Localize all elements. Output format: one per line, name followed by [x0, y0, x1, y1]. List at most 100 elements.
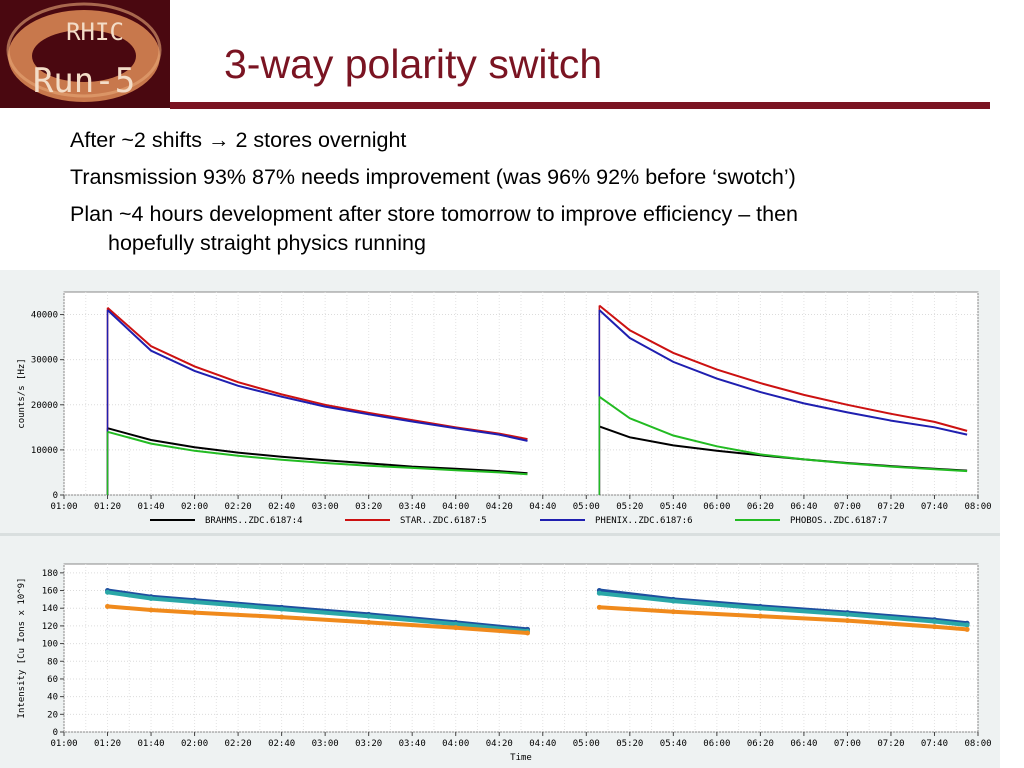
x-tick-label: 07:20	[877, 739, 904, 749]
x-tick-label: 04:20	[486, 739, 513, 749]
bullet-1-text: After ~2 shifts	[70, 128, 209, 152]
x-tick-label: 03:00	[312, 502, 339, 512]
y-tick-label: 20	[47, 710, 58, 720]
data-point	[192, 599, 198, 605]
y-tick-label: 30000	[31, 356, 58, 366]
x-tick-label: 04:00	[442, 739, 469, 749]
x-tick-label: 05:20	[616, 502, 643, 512]
y-tick-label: 40	[47, 693, 58, 703]
y-tick-label: 20000	[31, 401, 58, 411]
x-tick-label: 03:20	[355, 739, 382, 749]
x-tick-label: 02:20	[225, 502, 252, 512]
x-tick-label: 04:20	[486, 502, 513, 512]
series-trace-3-store-2	[599, 605, 968, 632]
x-tick-label: 01:40	[138, 502, 165, 512]
x-tick-label: 06:20	[747, 739, 774, 749]
data-point	[844, 611, 850, 617]
bullet-1: After ~2 shifts → 2 stores overnight	[70, 126, 990, 155]
x-tick-label: 01:00	[50, 739, 77, 749]
logo-top-text: RHIC	[66, 18, 124, 46]
bullet-3-continuation: hopefully straight physics running	[108, 231, 426, 255]
series-line-3-store-2	[598, 309, 968, 436]
x-tick-label: 02:40	[268, 502, 295, 512]
legend-label: PHOBOS..ZDC.6187:7	[790, 516, 888, 526]
bullet-3-text: Plan ~4 hours development after store to…	[70, 202, 798, 226]
rhic-run5-logo: RHIC Run-5	[0, 0, 170, 108]
x-tick-label: 03:00	[312, 739, 339, 749]
right-arrow-icon: →	[208, 128, 230, 152]
legend-label: BRAHMS..ZDC.6187:4	[205, 516, 303, 526]
x-tick-label: 06:00	[703, 739, 730, 749]
y-axis-label: counts/s [Hz]	[17, 358, 27, 428]
data-point	[596, 604, 602, 610]
x-tick-label: 05:40	[660, 502, 687, 512]
series-line-4-store-1	[107, 430, 528, 476]
x-tick-label: 03:40	[399, 739, 426, 749]
logo-bottom-text: Run-5	[33, 61, 135, 101]
x-tick-label: 04:00	[442, 502, 469, 512]
x-tick-label: 05:00	[573, 739, 600, 749]
x-tick-label: 06:40	[790, 502, 817, 512]
data-point	[105, 603, 111, 609]
x-tick-label: 05:40	[660, 739, 687, 749]
y-tick-label: 60	[47, 675, 58, 685]
bullet-2-text: Transmission 93% 87% needs improvement (…	[70, 165, 796, 189]
data-point	[105, 589, 111, 595]
data-point	[596, 590, 602, 596]
data-point	[964, 626, 970, 632]
data-point	[366, 613, 372, 619]
data-point	[525, 630, 531, 636]
x-tick-label: 07:00	[834, 739, 861, 749]
y-tick-label: 10000	[31, 446, 58, 456]
x-tick-label: 06:00	[703, 502, 730, 512]
y-tick-label: 180	[42, 569, 58, 579]
data-point	[192, 610, 198, 616]
data-point	[279, 614, 285, 620]
y-tick-label: 40000	[31, 311, 58, 321]
x-tick-label: 07:40	[921, 502, 948, 512]
data-point	[366, 619, 372, 625]
y-tick-label: 140	[42, 604, 58, 614]
y-tick-label: 0	[53, 491, 58, 501]
data-point	[964, 622, 970, 628]
data-point	[279, 606, 285, 612]
x-tick-label: 07:00	[834, 502, 861, 512]
bullet-2: Transmission 93% 87% needs improvement (…	[70, 163, 990, 192]
x-axis-label: Time	[510, 753, 532, 763]
x-tick-label: 06:40	[790, 739, 817, 749]
bullet-1-rest: 2 stores overnight	[229, 128, 407, 152]
series-trace-2-store-2	[599, 591, 968, 627]
zdc-rates-chart: 01:00 01:20 01:40 02:00 02:20 02:40 03:00 03:20…	[17, 291, 992, 526]
data-point	[148, 607, 154, 613]
data-point	[931, 618, 937, 624]
x-tick-label: 02:20	[225, 739, 252, 749]
data-point	[453, 621, 459, 627]
series-line-4-store-2	[598, 395, 968, 473]
data-point	[670, 609, 676, 615]
y-tick-label: 80	[47, 657, 58, 667]
y-tick-label: 120	[42, 622, 58, 632]
x-tick-label: 02:00	[181, 739, 208, 749]
data-point	[670, 598, 676, 604]
x-tick-label: 02:00	[181, 502, 208, 512]
x-tick-label: 08:00	[964, 739, 991, 749]
legend-label: PHENIX..ZDC.6187:6	[595, 516, 693, 526]
x-tick-label: 08:00	[964, 502, 991, 512]
data-point	[757, 613, 763, 619]
chart-divider	[0, 533, 1000, 536]
slide-title: 3-way polarity switch	[224, 41, 603, 87]
series-line-1-store-1	[107, 427, 528, 475]
data-point	[453, 625, 459, 631]
bullet-list: After ~2 shifts → 2 stores overnight Tra…	[70, 126, 990, 266]
x-tick-label: 01:20	[94, 739, 121, 749]
series-line-2-store-2	[598, 304, 968, 432]
y-tick-label: 160	[42, 587, 58, 597]
data-point	[844, 618, 850, 624]
x-tick-label: 07:20	[877, 502, 904, 512]
y-tick-label: 0	[53, 728, 58, 738]
data-point	[148, 595, 154, 601]
x-tick-label: 01:40	[138, 739, 165, 749]
intensity-chart: 01:00 01:20 01:40 02:00 02:20 02:40 03:00 03:20…	[17, 563, 992, 763]
bullet-3: Plan ~4 hours development after store to…	[70, 200, 990, 258]
x-tick-label: 04:40	[529, 502, 556, 512]
